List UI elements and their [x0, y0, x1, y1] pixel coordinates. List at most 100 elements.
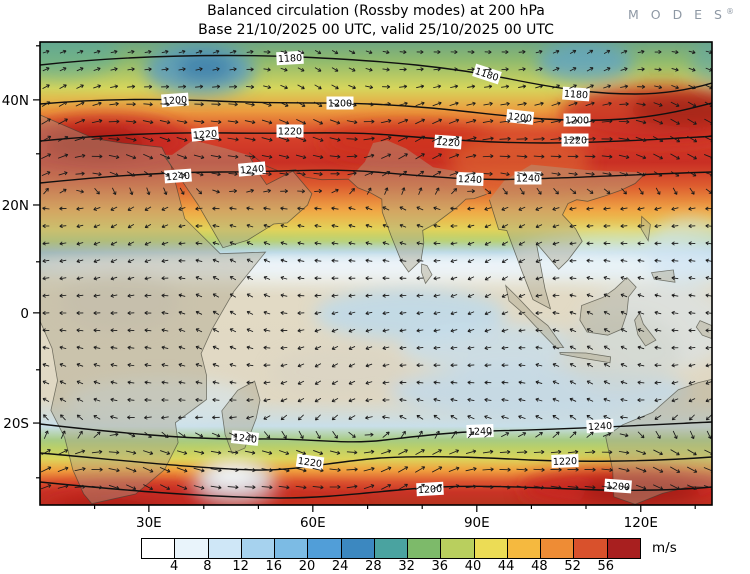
wind-arrow [193, 137, 205, 142]
wind-arrow [501, 415, 509, 420]
wind-arrow [467, 415, 475, 420]
wind-arrow [670, 118, 680, 125]
wind-arrow [297, 414, 304, 421]
wind-arrow [432, 153, 442, 160]
wind-arrow [93, 310, 101, 316]
wind-arrow [465, 449, 477, 454]
wind-arrow [229, 310, 237, 316]
wind-arrow [551, 172, 561, 177]
wind-arrow [499, 119, 511, 124]
wind-arrow [195, 206, 203, 211]
wind-arrow [110, 397, 118, 402]
wind-arrow [110, 67, 118, 72]
wind-arrow [637, 345, 645, 350]
colorbar-cell [341, 539, 375, 558]
wind-arrow [500, 432, 510, 438]
wind-arrow [416, 380, 424, 385]
wind-arrow [295, 485, 307, 490]
svg-text:1240: 1240 [468, 426, 493, 438]
wind-arrow [144, 259, 152, 263]
wind-arrow [501, 241, 509, 246]
wind-arrow [535, 431, 543, 438]
wind-arrow [584, 485, 596, 490]
wind-arrow [671, 258, 679, 263]
wind-arrow [484, 224, 492, 229]
wind-arrow [161, 293, 169, 298]
wind-arrow [586, 397, 594, 402]
wind-arrow [467, 259, 475, 263]
wind-arrow [40, 135, 52, 143]
java-landmass [559, 352, 612, 364]
wind-arrow [59, 67, 67, 72]
wind-arrow [261, 154, 273, 159]
wind-arrow [535, 415, 543, 420]
wind-arrow [518, 84, 527, 89]
wind-arrow [229, 276, 237, 281]
wind-arrow [688, 398, 696, 403]
wind-arrow [313, 171, 323, 177]
wind-arrow [501, 311, 509, 316]
wind-arrow [381, 449, 392, 455]
wind-arrow [346, 137, 358, 142]
wind-arrow [331, 223, 339, 228]
wind-arrow [161, 328, 169, 333]
wind-arrow [671, 224, 679, 229]
wind-arrow [229, 415, 237, 420]
wind-arrow [110, 363, 118, 368]
wind-arrow [297, 328, 305, 333]
wind-arrow [535, 345, 543, 350]
wind-arrow [346, 154, 358, 159]
wind-arrow [244, 450, 256, 455]
wind-arrow [295, 136, 307, 142]
wind-arrow [212, 223, 220, 228]
wind-arrow [42, 363, 50, 367]
wind-arrow [636, 102, 646, 107]
wind-arrow [620, 49, 628, 54]
wind-arrow [467, 84, 476, 89]
wind-arrow [637, 380, 645, 385]
wind-arrow [552, 258, 560, 263]
wind-arrow [467, 241, 475, 246]
wind-arrow [688, 345, 696, 350]
wind-arrow [195, 276, 203, 280]
wind-arrow [450, 380, 458, 385]
wind-arrow [382, 241, 390, 246]
wind-arrow [296, 118, 307, 125]
wind-arrow [263, 85, 272, 90]
wind-arrow [654, 380, 662, 385]
wind-arrow [635, 119, 647, 125]
wind-arrow [382, 276, 390, 281]
wind-arrow [450, 293, 458, 298]
wind-arrow [195, 84, 204, 89]
wind-arrow [416, 49, 424, 55]
wind-arrow [263, 67, 271, 72]
wind-arrow [127, 328, 135, 333]
wind-arrow [77, 430, 83, 439]
wind-arrow [637, 310, 645, 315]
wind-arrow [127, 276, 135, 281]
wind-arrow [246, 345, 254, 350]
wind-arrow [517, 172, 527, 177]
wind-arrow [654, 224, 662, 229]
wind-arrow [42, 84, 50, 90]
wind-arrow [348, 276, 356, 281]
wind-arrow [178, 49, 186, 54]
chart-subtitle: Base 21/10/2025 00 UTC, valid 25/10/2025… [198, 21, 554, 38]
wind-arrow [433, 397, 441, 402]
wind-arrow [161, 380, 169, 385]
wind-arrow [281, 430, 287, 439]
wind-arrow [448, 484, 460, 490]
wind-arrow [620, 363, 628, 367]
wind-arrow [688, 67, 696, 72]
wind-arrow [586, 328, 594, 333]
lat-tick-label: 40N [2, 93, 29, 109]
wind-arrow [450, 241, 458, 246]
wind-arrow [382, 293, 390, 298]
wind-arrow [280, 293, 288, 298]
wind-arrow [501, 276, 509, 281]
wind-arrow [246, 49, 254, 54]
wind-arrow [125, 450, 137, 455]
wind-arrow [211, 172, 221, 177]
wind-arrow [129, 187, 134, 196]
wind-arrow [603, 345, 611, 350]
